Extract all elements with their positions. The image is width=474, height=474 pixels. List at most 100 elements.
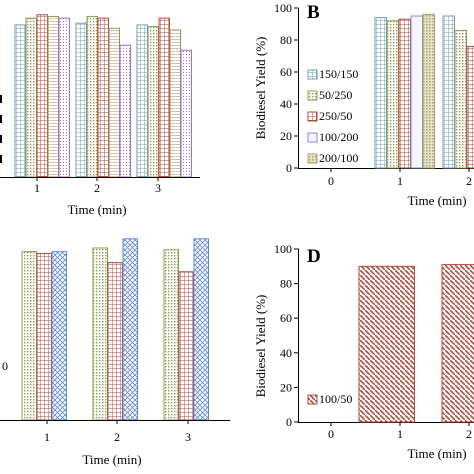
panel-b-bar-s2-c1 — [386, 20, 399, 169]
panel-b-bar-s3-c1 — [398, 18, 411, 169]
panel-a-x-axis-label: Time (min) — [67, 202, 126, 217]
panel-b-bar-s4-c1 — [410, 15, 423, 169]
panel-d-y-tick-label: 40 — [280, 346, 292, 360]
panel-b-x-tick-label: 2 — [466, 174, 472, 188]
panel-a-x-tick-label: 3 — [155, 181, 161, 195]
panel-b-bar-s5-c1 — [422, 13, 435, 169]
panel-a-bar-s4-c1 — [47, 15, 59, 178]
panel-d-x-ticks: 0 1 2 — [328, 422, 472, 441]
panel-b-x-axis-label: Time (min) — [407, 193, 466, 208]
panel-d-legend: 100/50 — [307, 392, 352, 406]
panel-b-legend: 150/150 50/250 250/50 100/200 200/100 — [307, 67, 358, 165]
panel-b-bar-s1-c1 — [374, 17, 387, 169]
panel-d-y-tick-label: 20 — [280, 380, 292, 394]
panel-d-x-tick-label: 0 — [328, 427, 334, 441]
panel-c-bar-s3-c1 — [51, 251, 67, 421]
panel-a-bar-s5-c1 — [58, 17, 70, 178]
panel-a-chart: 1 2 3 Time (min) — [0, 14, 200, 217]
panel-b-legend-label: 100/200 — [319, 130, 358, 144]
panel-c-bars — [21, 238, 209, 421]
panel-a-bar-s3-c3 — [158, 17, 170, 178]
panel-d-legend-swatch — [307, 394, 318, 405]
panel-a-bar-s1-c2 — [75, 22, 87, 178]
panel-d-y-tick-label: 60 — [280, 311, 292, 325]
panel-c-bar-s1-c3 — [163, 249, 179, 421]
panel-b-y-tick-label: 60 — [280, 65, 292, 79]
panel-c-x-tick-label: 1 — [44, 430, 50, 444]
panel-c-bar-s2-c3 — [178, 271, 194, 421]
panel-d-bar-s1-c2 — [441, 264, 474, 423]
panel-d-y-tick-label: 80 — [280, 277, 292, 291]
panel-b-legend-label: 250/50 — [319, 109, 352, 123]
panel-b-legend-label: 50/250 — [319, 88, 352, 102]
panel-d-letter: D — [307, 246, 321, 267]
panel-c-y-tick-fragment: 0 — [2, 359, 8, 373]
panel-a-legend-mark — [0, 135, 2, 143]
panel-b-y-tick-label: 0 — [286, 161, 292, 175]
panel-b-y-axis-label: Biodiesel Yield (%) — [253, 37, 268, 140]
panel-c-x-ticks: 1 2 3 — [44, 420, 191, 444]
panel-b-legend-swatch — [307, 90, 318, 101]
panel-c-x-tick-label: 3 — [185, 430, 191, 444]
panel-a-bar-s2-c2 — [86, 15, 98, 178]
panel-d-y-axis-label: Biodiesel Yield (%) — [253, 295, 268, 398]
panel-a-legend-mark — [0, 115, 2, 123]
panel-b-bar-s2-c2 — [454, 29, 467, 169]
panel-b-letter: B — [307, 2, 320, 23]
panel-b-x-ticks: 0 1 2 — [328, 168, 472, 188]
panel-b-legend-swatch — [307, 69, 318, 80]
panel-d-x-axis-label: Time (min) — [407, 446, 466, 461]
panel-a-x-ticks: 1 2 3 — [34, 177, 161, 195]
panel-b-y-tick-label: 40 — [280, 97, 292, 111]
panel-a-bar-s2-c1 — [25, 17, 37, 178]
panel-b-x-tick-label: 1 — [397, 174, 403, 188]
panel-d-bar-s1-c1 — [358, 265, 415, 423]
panel-b-legend-label: 150/150 — [319, 67, 358, 81]
panel-c-bar-s2-c1 — [36, 252, 52, 421]
panel-b-bars — [374, 13, 474, 169]
panel-b-y-ticks: 0 20 40 60 80 100 — [274, 1, 299, 175]
panel-a-bar-s3-c2 — [97, 17, 109, 178]
panel-b-y-tick-label: 100 — [274, 1, 292, 15]
panel-c-bar-s1-c1 — [21, 251, 37, 421]
panel-c-x-axis-label: Time (min) — [82, 452, 141, 467]
panel-d-legend-label: 100/50 — [319, 392, 352, 406]
panel-c-bar-s3-c3 — [193, 238, 209, 421]
panel-a-legend-mark — [0, 95, 2, 103]
panel-d-bars — [358, 264, 474, 423]
panel-a-bar-s4-c3 — [169, 29, 181, 178]
panel-b-legend-swatch — [307, 153, 318, 164]
panel-a-bar-s1-c3 — [136, 24, 148, 178]
panel-b-legend-label: 200/100 — [319, 151, 358, 165]
panel-b-bar-s1-c2 — [442, 15, 455, 169]
panel-d-y-tick-label: 100 — [274, 242, 292, 256]
panel-c-x-tick-label: 2 — [114, 430, 120, 444]
panel-a-legend-marks — [0, 95, 2, 163]
panel-d-y-ticks: 0 20 40 60 80 100 — [274, 242, 299, 429]
panel-c-bar-s1-c2 — [92, 247, 108, 421]
panel-b-y-tick-label: 80 — [280, 33, 292, 47]
panel-b-x-tick-label: 0 — [328, 174, 334, 188]
panel-b-bar-s3-c2 — [466, 45, 474, 169]
panel-a-bar-s1-c1 — [14, 24, 26, 178]
panel-a-legend-mark — [0, 155, 2, 163]
panel-d-x-tick-label: 1 — [397, 427, 403, 441]
panel-a-bar-s5-c2 — [119, 44, 131, 178]
panel-b-legend-swatch — [307, 111, 318, 122]
panel-c-chart: 0 1 2 3 Time (min) — [0, 238, 230, 467]
panel-d-x-tick-label: 2 — [466, 427, 472, 441]
panel-c-bar-s3-c2 — [122, 238, 138, 421]
panel-a-bar-s4-c2 — [108, 27, 120, 178]
panel-a-bars — [14, 14, 192, 178]
panel-a-bar-s2-c3 — [147, 26, 159, 178]
panel-a-bar-s5-c3 — [180, 49, 192, 178]
panel-a-x-tick-label: 2 — [94, 181, 100, 195]
panel-c-bar-s2-c2 — [107, 262, 123, 421]
panel-a-bar-s3-c1 — [36, 14, 48, 178]
panel-b-legend-swatch — [307, 132, 318, 143]
panel-d-y-tick-label: 0 — [286, 415, 292, 429]
panel-b-y-tick-label: 20 — [280, 129, 292, 143]
